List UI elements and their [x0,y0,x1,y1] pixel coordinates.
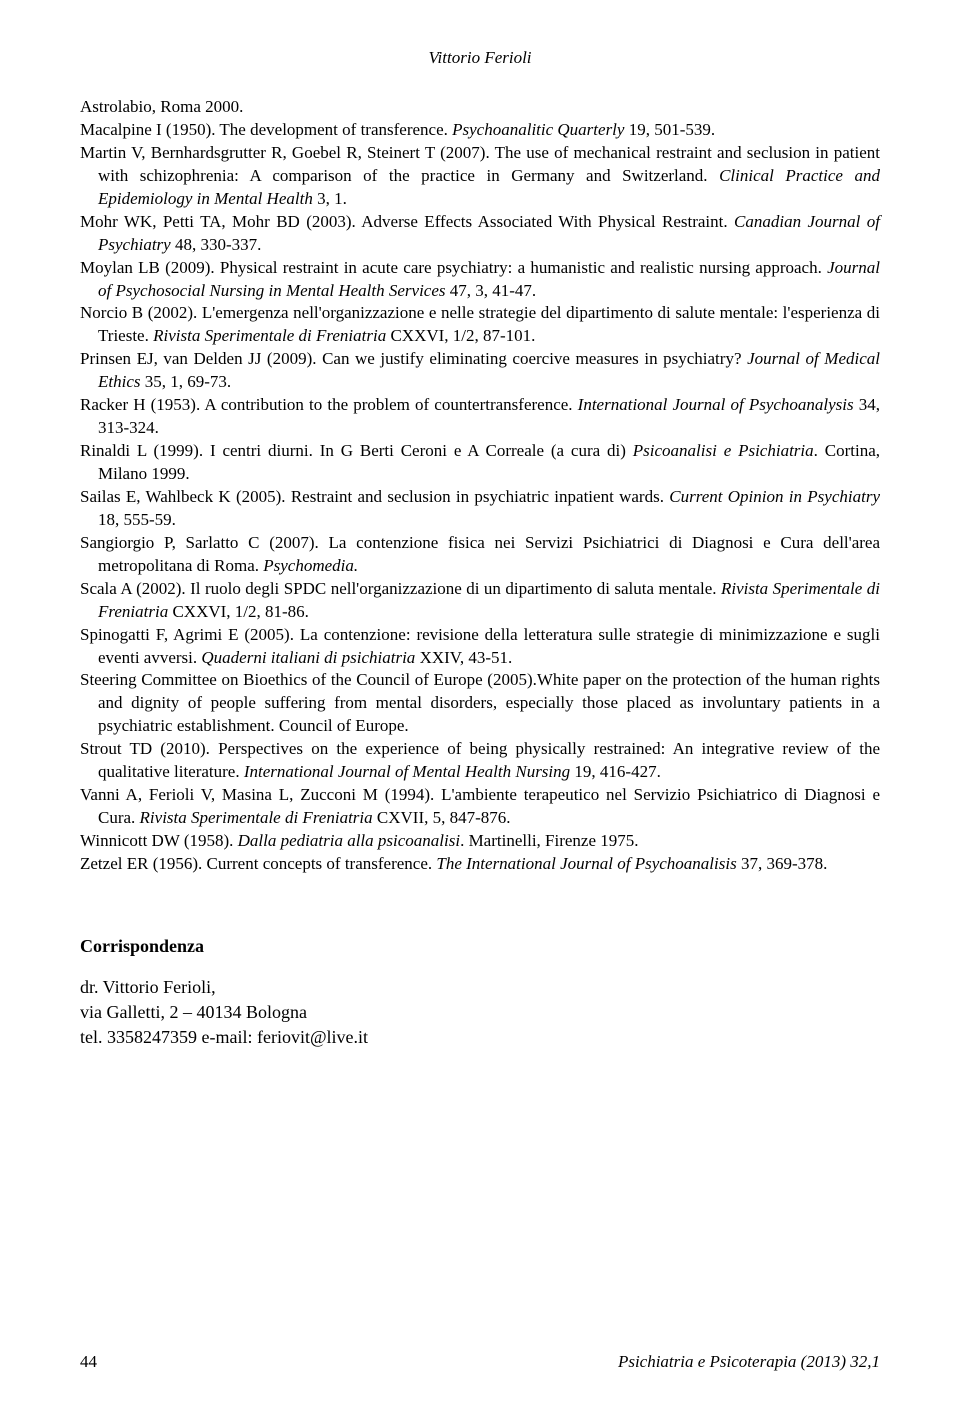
reference-entry: Moylan LB (2009). Physical restraint in … [80,257,880,303]
reference-entry: Mohr WK, Petti TA, Mohr BD (2003). Adver… [80,211,880,257]
ref-text: Macalpine I (1950). The development of t… [80,120,452,139]
ref-journal: Psychoanalitic Quarterly [452,120,624,139]
reference-entry: Rinaldi L (1999). I centri diurni. In G … [80,440,880,486]
reference-entry: Scala A (2002). Il ruolo degli SPDC nell… [80,578,880,624]
ref-journal: Psychomedia. [263,556,358,575]
correspondence-heading: Corrispondenza [80,936,880,957]
ref-text: Astrolabio, Roma 2000. [80,97,243,116]
ref-text: Zetzel ER (1956). Current concepts of tr… [80,854,436,873]
reference-entry: Sangiorgio P, Sarlatto C (2007). La cont… [80,532,880,578]
reference-entry: Martin V, Bernhardsgrutter R, Goebel R, … [80,142,880,211]
reference-entry: Spinogatti F, Agrimi E (2005). La conten… [80,624,880,670]
ref-journal: Quaderni italiani di psichiatria [201,648,415,667]
ref-text: Rinaldi L (1999). I centri diurni. In G … [80,441,633,460]
ref-tail: CXVII, 5, 847-876. [373,808,511,827]
ref-tail: 19, 416-427. [570,762,661,781]
reference-entry: Astrolabio, Roma 2000. [80,96,880,119]
ref-journal: The International Journal of Psychoanali… [436,854,736,873]
ref-tail: 47, 3, 41-47. [446,281,537,300]
ref-tail: XXIV, 43-51. [415,648,512,667]
reference-entry: Prinsen EJ, van Delden JJ (2009). Can we… [80,348,880,394]
ref-journal: Psicoanalisi e Psichiatria [633,441,814,460]
ref-tail: 19, 501-539. [624,120,715,139]
ref-journal: International Journal of Psychoanalysis [578,395,854,414]
reference-entry: Racker H (1953). A contribution to the p… [80,394,880,440]
page-footer: 44 Psichiatria e Psicoterapia (2013) 32,… [80,1352,880,1372]
reference-entry: Steering Committee on Bioethics of the C… [80,669,880,738]
ref-tail: . Martinelli, Firenze 1975. [460,831,638,850]
ref-text: Moylan LB (2009). Physical restraint in … [80,258,827,277]
ref-tail: CXXVI, 1/2, 81-86. [168,602,309,621]
ref-text: Mohr WK, Petti TA, Mohr BD (2003). Adver… [80,212,734,231]
ref-journal: Rivista Sperimentale di Freniatria [140,808,373,827]
journal-citation: Psichiatria e Psicoterapia (2013) 32,1 [618,1352,880,1372]
reference-entry: Norcio B (2002). L'emergenza nell'organi… [80,302,880,348]
reference-entry: Macalpine I (1950). The development of t… [80,119,880,142]
reference-list: Astrolabio, Roma 2000. Macalpine I (1950… [80,96,880,876]
correspondence-section: Corrispondenza dr. Vittorio Ferioli, via… [80,936,880,1051]
ref-text: Sailas E, Wahlbeck K (2005). Restraint a… [80,487,669,506]
ref-journal: Dalla pediatria alla psicoanalisi [238,831,460,850]
ref-journal: Rivista Sperimentale di Freniatria [153,326,386,345]
reference-entry: Strout TD (2010). Perspectives on the ex… [80,738,880,784]
ref-text: Prinsen EJ, van Delden JJ (2009). Can we… [80,349,747,368]
correspondence-contact: tel. 3358247359 e-mail: feriovit@live.it [80,1025,880,1050]
ref-tail: 35, 1, 69-73. [141,372,232,391]
reference-entry: Zetzel ER (1956). Current concepts of tr… [80,853,880,876]
ref-text: Steering Committee on Bioethics of the C… [80,670,880,735]
ref-tail: 37, 369-378. [737,854,828,873]
ref-tail: CXXVI, 1/2, 87-101. [386,326,535,345]
ref-journal: Current Opinion in Psychiatry [669,487,880,506]
ref-text: Scala A (2002). Il ruolo degli SPDC nell… [80,579,721,598]
reference-entry: Sailas E, Wahlbeck K (2005). Restraint a… [80,486,880,532]
page-number: 44 [80,1352,97,1372]
correspondence-address: via Galletti, 2 – 40134 Bologna [80,1000,880,1025]
ref-journal: International Journal of Mental Health N… [244,762,570,781]
ref-text: Sangiorgio P, Sarlatto C (2007). La cont… [80,533,880,575]
ref-tail: 18, 555-59. [98,510,176,529]
ref-text: Winnicott DW (1958). [80,831,238,850]
ref-text: Racker H (1953). A contribution to the p… [80,395,578,414]
running-head-author: Vittorio Ferioli [80,48,880,68]
ref-tail: 48, 330-337. [171,235,262,254]
ref-tail: 3, 1. [313,189,347,208]
correspondence-name: dr. Vittorio Ferioli, [80,975,880,1000]
reference-entry: Vanni A, Ferioli V, Masina L, Zucconi M … [80,784,880,830]
reference-entry: Winnicott DW (1958). Dalla pediatria all… [80,830,880,853]
